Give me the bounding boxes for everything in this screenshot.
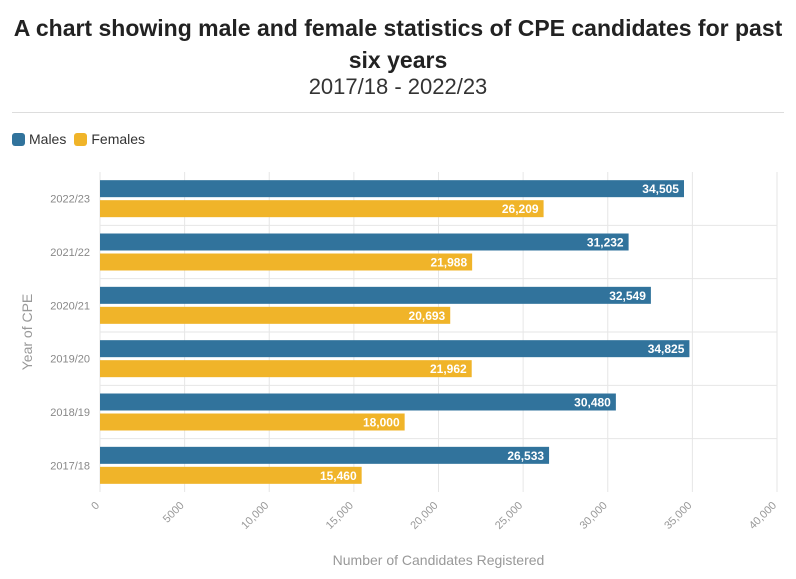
x-tick-label: 0 <box>89 500 102 513</box>
legend-swatch-females <box>74 132 88 146</box>
bar-females[interactable] <box>100 466 362 484</box>
bar-females[interactable] <box>100 413 405 431</box>
legend-item-females[interactable]: Females <box>74 131 145 147</box>
legend-label-females: Females <box>91 131 146 147</box>
x-axis-title: Number of Candidates Registered <box>333 552 545 568</box>
bar-value-label: 32,549 <box>609 289 646 303</box>
header-divider <box>12 112 784 113</box>
bar-value-label: 21,962 <box>430 362 467 376</box>
bar-males[interactable] <box>100 446 550 464</box>
bar-males[interactable] <box>100 393 616 411</box>
bar-value-label: 34,505 <box>642 182 679 196</box>
chart-title: A chart showing male and female statisti… <box>13 15 783 73</box>
bar-value-label: 15,460 <box>320 469 357 483</box>
legend-label-males: Males <box>29 131 67 147</box>
bar-value-label: 31,232 <box>587 236 624 250</box>
bar-males[interactable] <box>100 233 629 251</box>
bar-value-label: 26,533 <box>507 449 544 463</box>
legend-swatch-males <box>12 132 25 146</box>
y-category-label: 2021/22 <box>50 247 90 259</box>
bar-females[interactable] <box>100 360 472 378</box>
bar-males[interactable] <box>100 340 690 358</box>
x-tick-label: 10,000 <box>239 500 271 532</box>
y-category-label: 2019/20 <box>50 354 90 366</box>
legend-item-males[interactable]: Males <box>12 131 66 147</box>
y-axis-title: Year of CPE <box>19 294 35 371</box>
x-tick-label: 5000 <box>161 500 187 526</box>
chart-legend: Males Females <box>12 131 153 147</box>
bar-value-label: 20,693 <box>409 309 446 323</box>
bar-females[interactable] <box>100 200 544 218</box>
bar-value-label: 18,000 <box>363 416 400 430</box>
x-tick-label: 30,000 <box>578 500 610 532</box>
bar-value-label: 21,988 <box>430 256 467 270</box>
bar-males[interactable] <box>100 286 651 304</box>
y-category-label: 2018/19 <box>50 407 90 419</box>
chart-subtitle: 2017/18 - 2022/23 <box>308 74 488 99</box>
bar-value-label: 34,825 <box>648 342 685 356</box>
y-category-label: 2020/21 <box>50 300 90 312</box>
y-category-label: 2017/18 <box>50 460 90 472</box>
bar-males[interactable] <box>100 180 684 198</box>
x-tick-label: 40,000 <box>747 500 779 532</box>
bar-females[interactable] <box>100 306 451 324</box>
bar-value-label: 26,209 <box>502 202 539 216</box>
y-category-label: 2022/23 <box>50 194 90 206</box>
bar-females[interactable] <box>100 253 473 271</box>
x-tick-label: 20,000 <box>408 500 440 532</box>
x-tick-label: 35,000 <box>662 500 694 532</box>
x-tick-label: 25,000 <box>493 500 525 532</box>
bar-value-label: 30,480 <box>574 396 611 410</box>
x-tick-label: 15,000 <box>324 500 356 532</box>
